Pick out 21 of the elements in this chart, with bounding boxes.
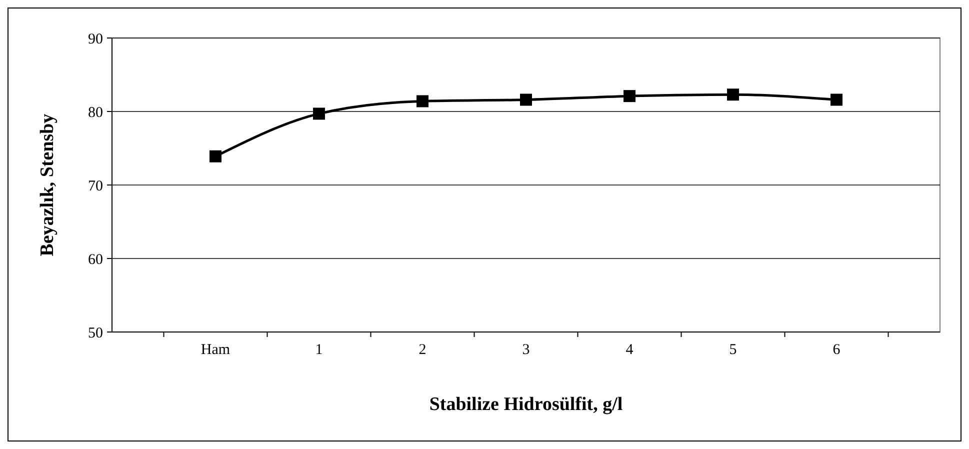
x-tick-label: Ham [200,342,230,358]
x-tick-label: 1 [315,342,323,358]
point [313,108,325,120]
y-tick-label: 80 [88,104,103,121]
x-tick-label: 4 [626,342,634,358]
y-tick-label: 90 [88,31,103,48]
point [210,150,222,162]
y-tick-label: 60 [88,252,103,268]
x-tick-label: 5 [729,342,737,358]
x-tick-label: 6 [832,342,841,358]
x-tick-label: 3 [522,342,530,358]
point [727,88,739,101]
point [520,94,532,106]
x-tick-label: 2 [418,342,426,358]
y-tick-label: 70 [88,178,103,194]
y-tick-label: 50 [88,325,103,342]
x-axis-title: Stabilize Hidrosülfit, g/l [429,394,623,415]
point [830,94,842,106]
point [624,90,636,102]
y-axis-title: Beyazlık, Stensby [37,113,58,256]
point [416,95,428,108]
